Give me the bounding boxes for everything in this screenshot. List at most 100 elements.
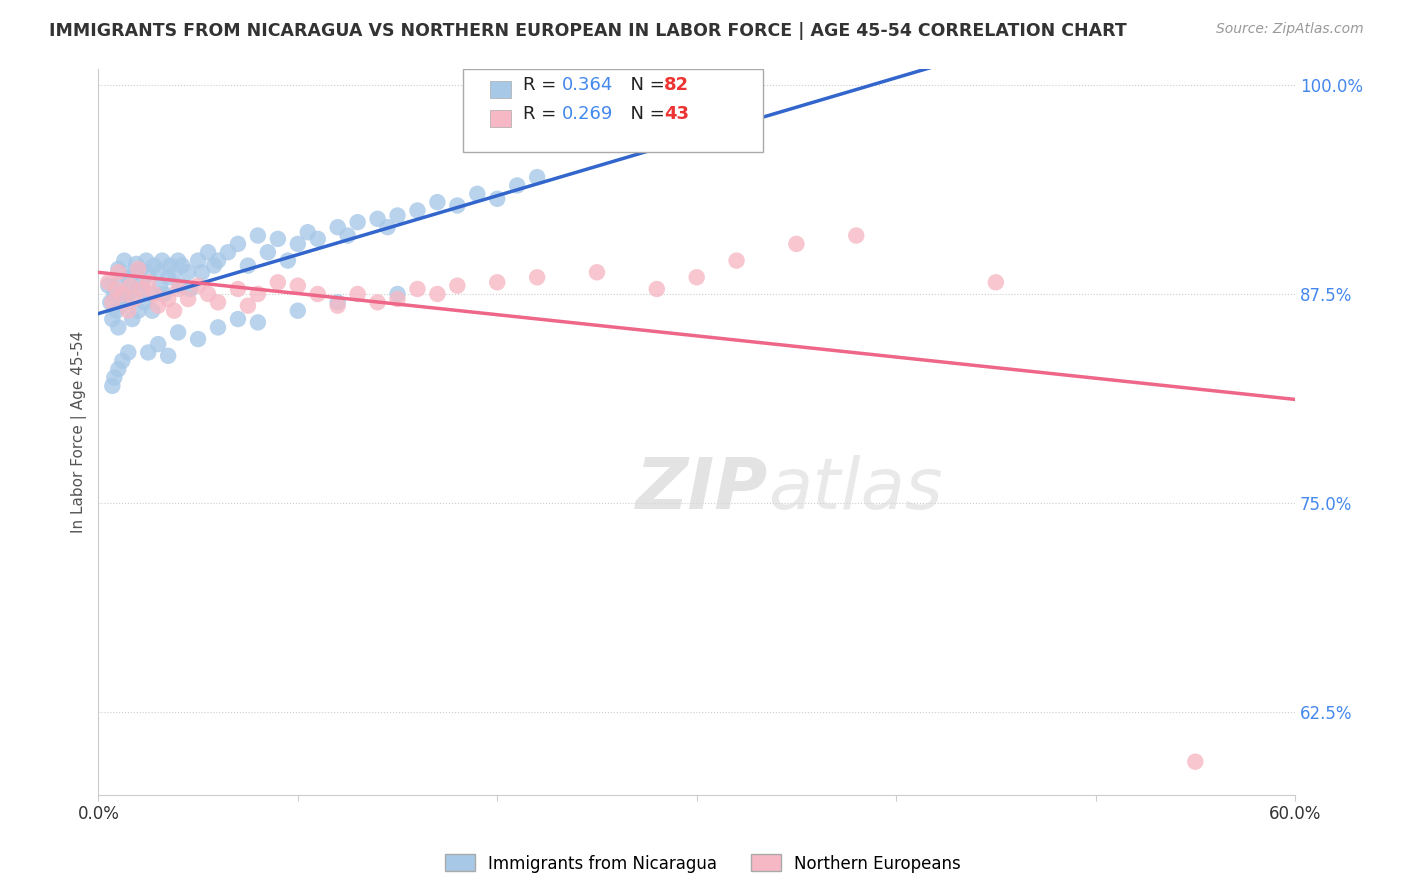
Point: [246, 315, 269, 329]
Point: [179, 282, 201, 296]
Point: [150, 253, 173, 268]
Text: ZIP: ZIP: [637, 456, 769, 524]
Point: [406, 282, 429, 296]
Point: [127, 303, 149, 318]
Point: [226, 282, 249, 296]
Point: [117, 270, 139, 285]
Point: [586, 265, 609, 279]
Point: [367, 211, 389, 226]
Point: [287, 236, 309, 251]
Point: [112, 253, 135, 268]
Point: [725, 253, 748, 268]
Point: [107, 265, 129, 279]
Point: [236, 299, 259, 313]
Point: [506, 178, 529, 193]
Point: [465, 186, 488, 201]
Point: [377, 220, 399, 235]
Point: [167, 326, 190, 340]
Point: [127, 262, 149, 277]
Point: [187, 253, 209, 268]
Point: [105, 282, 128, 296]
Point: [143, 259, 166, 273]
Point: [127, 282, 149, 296]
Point: [97, 278, 120, 293]
Point: [111, 287, 134, 301]
Text: 0.269: 0.269: [561, 105, 613, 123]
Point: [139, 287, 162, 301]
Point: [277, 253, 299, 268]
Point: [226, 236, 249, 251]
Point: [120, 278, 142, 293]
Point: [135, 253, 157, 268]
Point: [122, 265, 145, 279]
Point: [148, 337, 170, 351]
Point: [131, 275, 153, 289]
Point: [336, 228, 359, 243]
Point: [246, 287, 269, 301]
Point: [346, 287, 368, 301]
Point: [122, 292, 145, 306]
Text: 43: 43: [665, 105, 689, 123]
Point: [149, 278, 172, 293]
Point: [187, 278, 209, 293]
Point: [387, 287, 409, 301]
Point: [346, 215, 368, 229]
Point: [287, 278, 309, 293]
Text: R =: R =: [523, 105, 562, 123]
Point: [157, 292, 180, 306]
Point: [136, 345, 159, 359]
Point: [177, 292, 200, 306]
Point: [326, 220, 349, 235]
Point: [297, 225, 319, 239]
Point: [131, 282, 153, 296]
Point: [191, 265, 214, 279]
Point: [115, 292, 138, 306]
Point: [526, 170, 548, 185]
Point: [845, 228, 868, 243]
Point: [486, 192, 509, 206]
Point: [486, 275, 509, 289]
Point: [226, 312, 249, 326]
Point: [246, 228, 269, 243]
Point: [129, 262, 152, 277]
Point: [157, 349, 180, 363]
Point: [107, 362, 129, 376]
Y-axis label: In Labor Force | Age 45-54: In Labor Force | Age 45-54: [72, 331, 87, 533]
Bar: [489, 110, 512, 127]
Point: [111, 299, 134, 313]
Point: [217, 245, 239, 260]
Point: [326, 299, 349, 313]
Point: [120, 285, 142, 300]
Point: [197, 245, 219, 260]
Point: [367, 295, 389, 310]
Point: [267, 275, 290, 289]
Point: [197, 287, 219, 301]
Point: [101, 295, 124, 310]
Point: [267, 232, 290, 246]
Point: [236, 259, 259, 273]
Point: [107, 320, 129, 334]
Text: 0.364: 0.364: [561, 76, 613, 94]
Point: [117, 303, 139, 318]
Point: [143, 287, 166, 301]
Point: [167, 253, 190, 268]
Text: IMMIGRANTS FROM NICARAGUA VS NORTHERN EUROPEAN IN LABOR FORCE | AGE 45-54 CORREL: IMMIGRANTS FROM NICARAGUA VS NORTHERN EU…: [49, 22, 1128, 40]
Point: [148, 299, 170, 313]
Point: [163, 303, 186, 318]
Point: [207, 295, 229, 310]
Point: [984, 275, 1007, 289]
Point: [446, 278, 468, 293]
Legend: Immigrants from Nicaragua, Northern Europeans: Immigrants from Nicaragua, Northern Euro…: [439, 847, 967, 880]
Point: [207, 253, 229, 268]
Point: [101, 312, 124, 326]
Text: N =: N =: [619, 76, 671, 94]
Point: [169, 278, 191, 293]
Point: [136, 267, 159, 281]
Point: [326, 295, 349, 310]
Bar: [489, 80, 512, 97]
Point: [257, 245, 280, 260]
Point: [287, 303, 309, 318]
Point: [307, 287, 329, 301]
Point: [172, 259, 194, 273]
Point: [111, 353, 134, 368]
